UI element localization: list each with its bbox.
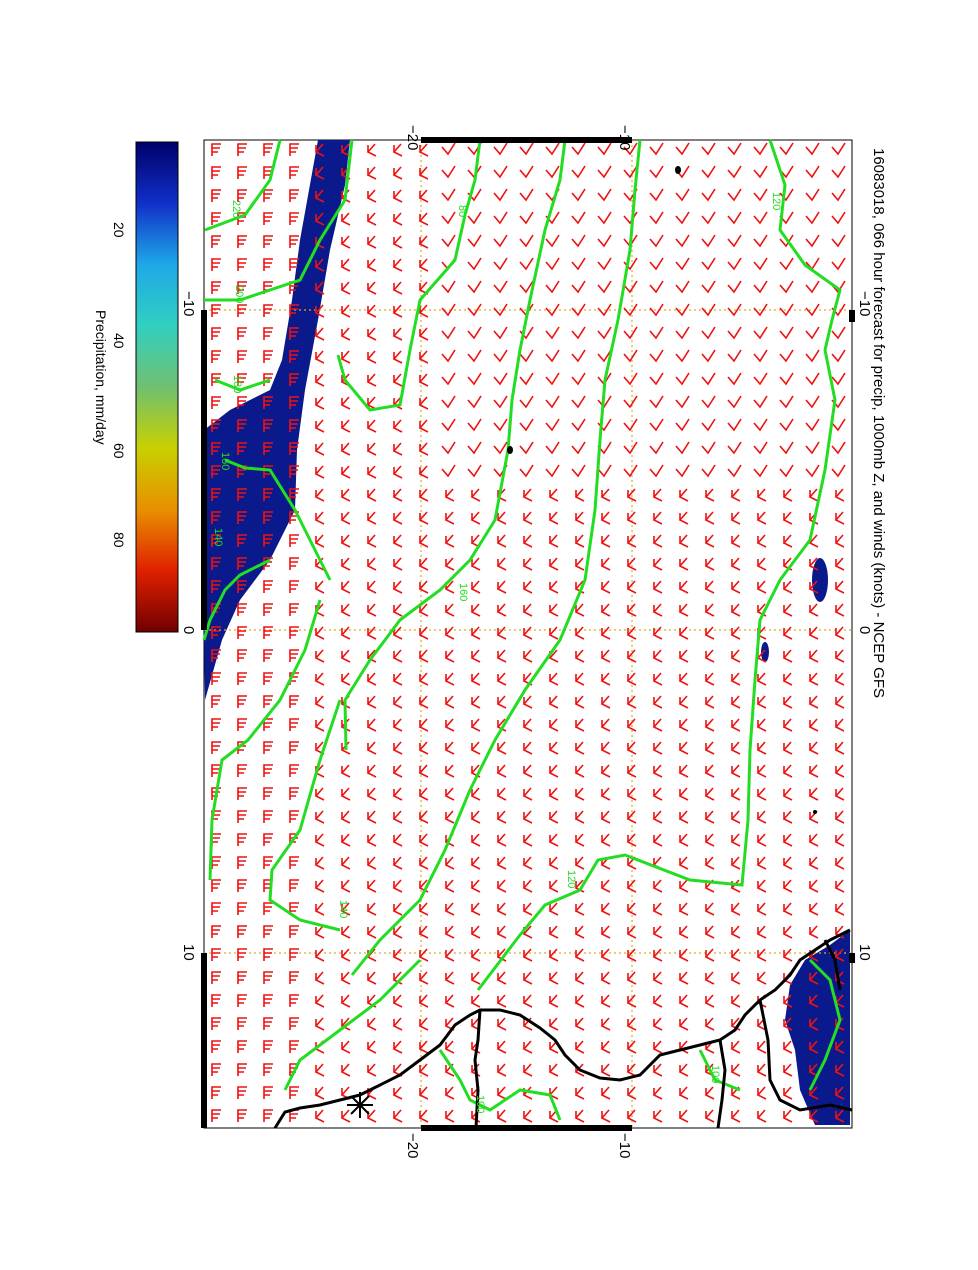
left-tick-label: 10 (180, 944, 197, 961)
contour-label: 120 (565, 870, 577, 888)
map-title: 16083018, 066 hour forecast for precip, … (870, 148, 887, 698)
top-tick-label: −20 (404, 125, 421, 150)
left-tick-label: −10 (180, 291, 197, 316)
contour-label: 140 (212, 528, 224, 546)
right-tick-label: 10 (856, 944, 873, 961)
top-tick-label: −10 (616, 125, 633, 150)
colorbar-ticks: 20 40 60 80 (111, 222, 127, 548)
contour-label: 120 (770, 192, 782, 210)
contour-label: 160 (219, 452, 231, 470)
contour-label: 100 (709, 1065, 721, 1083)
colorbar-label: Precipitation, mm/day (93, 310, 109, 445)
contour-label: 180 (231, 375, 243, 393)
contour-label: 80 (456, 205, 468, 217)
precip-spot (812, 558, 828, 602)
colorbar (136, 142, 178, 632)
colorbar-tick-label: 40 (111, 333, 127, 349)
contour-label: 140 (337, 900, 349, 918)
colorbar-tick-label: 60 (111, 443, 127, 459)
contour-label: 220 (230, 200, 242, 218)
contour-label: 200 (233, 285, 245, 303)
left-tick-label: 0 (180, 626, 197, 634)
bottom-tick-label: −10 (616, 1133, 633, 1158)
marker-dot (675, 166, 681, 174)
colorbar-tick-label: 80 (111, 532, 127, 548)
right-tick-label: 0 (856, 626, 873, 634)
colorbar-tick-label: 20 (111, 222, 127, 238)
marker-dot (507, 446, 513, 454)
bottom-tick-label: −20 (404, 1133, 421, 1158)
contour-label: 100 (474, 1095, 486, 1113)
right-tick-label: −10 (856, 291, 873, 316)
marker-dot (813, 810, 817, 814)
contour-label: 160 (457, 583, 469, 601)
